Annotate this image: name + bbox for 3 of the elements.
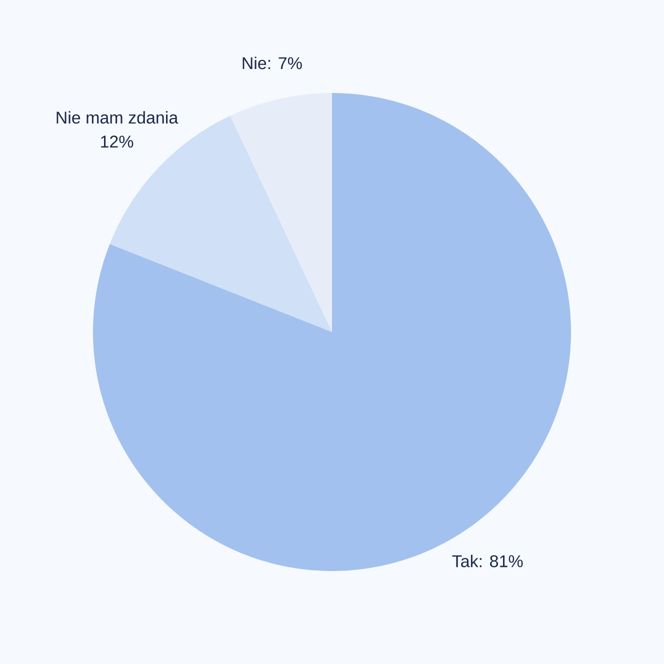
slice-label: Nie: 7% bbox=[242, 56, 302, 70]
slice-label: Nie mam zdania 12% bbox=[56, 111, 178, 148]
slice-label: Tak: 81% bbox=[452, 554, 523, 568]
